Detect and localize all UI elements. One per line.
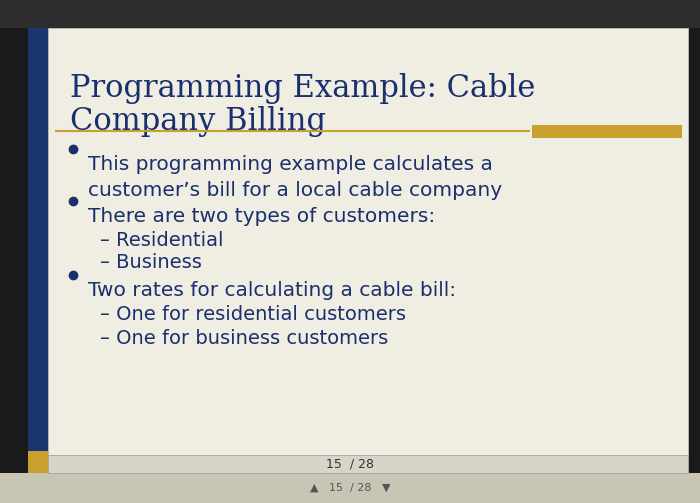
FancyBboxPatch shape (48, 455, 688, 473)
Text: – One for business customers: – One for business customers (100, 329, 388, 348)
Text: – Business: – Business (100, 253, 202, 272)
FancyBboxPatch shape (0, 473, 700, 503)
FancyBboxPatch shape (0, 0, 700, 28)
Text: customer’s bill for a local cable company: customer’s bill for a local cable compan… (88, 181, 502, 200)
Text: Two rates for calculating a cable bill:: Two rates for calculating a cable bill: (88, 281, 456, 300)
Text: 15  / 28: 15 / 28 (326, 458, 374, 470)
Text: ▲   15  / 28   ▼: ▲ 15 / 28 ▼ (309, 483, 391, 493)
Text: This programming example calculates a: This programming example calculates a (88, 155, 493, 174)
Text: There are two types of customers:: There are two types of customers: (88, 207, 435, 226)
Text: Programming Example: Cable: Programming Example: Cable (70, 73, 536, 104)
FancyBboxPatch shape (48, 28, 688, 473)
Text: Company Billing: Company Billing (70, 106, 326, 137)
FancyBboxPatch shape (532, 125, 682, 138)
Text: – Residential: – Residential (100, 231, 223, 250)
Text: – One for residential customers: – One for residential customers (100, 305, 406, 324)
FancyBboxPatch shape (28, 28, 48, 473)
FancyBboxPatch shape (28, 451, 48, 473)
